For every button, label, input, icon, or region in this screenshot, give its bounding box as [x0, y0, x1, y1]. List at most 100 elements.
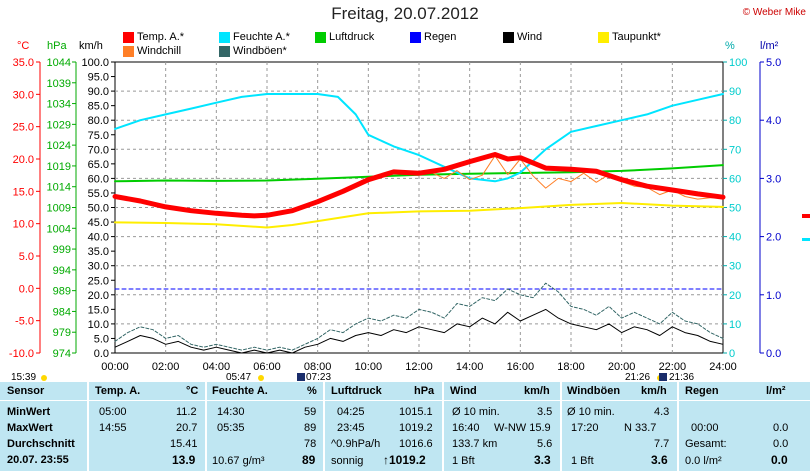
wind-tick-label: 55.0: [88, 188, 109, 200]
humidity-max-time: 05:35: [217, 422, 245, 434]
x-tick-label: 22:00: [659, 361, 687, 373]
legend-item: Feuchte A.*: [219, 31, 290, 43]
pressure-header: Luftdruck: [331, 385, 382, 397]
temp-tick-label: -10.0: [9, 348, 34, 360]
rain-current: 0.0: [771, 453, 788, 467]
humidity-tick-label: 90: [729, 86, 741, 98]
legend-label: Regen: [424, 31, 457, 43]
pressure-tick-label: 1004: [47, 223, 71, 235]
wind-tick-label: 80.0: [88, 115, 109, 127]
pressure-tick-label: 1009: [47, 203, 71, 215]
pressure-max-time: 23:45: [337, 422, 365, 434]
wind-tick-label: 95.0: [88, 72, 109, 84]
legend-item: Windchill: [123, 45, 181, 57]
legend-swatch: [219, 45, 230, 57]
humidity-edge-marker: [802, 238, 810, 241]
pressure-min-time: 04:25: [337, 406, 365, 418]
legend-swatch: [219, 31, 230, 43]
wind-tick-label: 20.0: [88, 290, 109, 302]
pressure-min: 1015.1: [399, 406, 433, 418]
pressure-avg: 1016.6: [399, 438, 433, 450]
humidity-unit: %: [307, 385, 317, 397]
x-tick-label: 00:00: [101, 361, 129, 373]
rain-header: Regen: [685, 385, 719, 397]
humidity-min: 59: [304, 406, 317, 418]
x-tick-label: 14:00: [456, 361, 484, 373]
legend-swatch: [410, 31, 421, 43]
pressure-tick-label: 1039: [47, 78, 71, 90]
moonrise-label: 07:23: [306, 372, 332, 383]
wind-max-time: 16:40: [452, 422, 480, 434]
wind-tick-label: 45.0: [88, 217, 109, 229]
x-tick-label: 08:00: [304, 361, 332, 373]
temp-tick-label: 15.0: [13, 186, 34, 198]
humidity-header: Feuchte A.: [212, 385, 268, 397]
legend-label: Luftdruck: [329, 31, 375, 43]
row-label-max: MaxWert: [7, 422, 53, 434]
temp-header: Temp. A.: [95, 385, 141, 397]
pressure-tick-label: 1019: [47, 161, 71, 173]
legend-label: Windchill: [137, 45, 182, 57]
wind-header: Wind: [450, 385, 477, 397]
legend-item: Temp. A.*: [123, 31, 184, 43]
humidity-current: 89: [302, 453, 316, 467]
humidity-tick-label: 100: [729, 57, 747, 69]
legend-label: Wind: [517, 31, 543, 43]
pressure-tick-label: 974: [53, 348, 71, 360]
pressure-tick-label: 1014: [47, 182, 71, 194]
humidity-max: 89: [304, 422, 317, 434]
temp-tick-label: -5.0: [15, 316, 34, 328]
legend-item: Taupunkt*: [598, 31, 661, 43]
temp-tick-label: 35.0: [13, 57, 34, 69]
rain-last: 0.0: [773, 422, 789, 434]
pressure-current: ↑1019.2: [383, 453, 426, 467]
wind-tick-label: 90.0: [88, 86, 109, 98]
temp-current: 13.9: [172, 453, 196, 467]
temp-min: 11.2: [176, 406, 197, 418]
x-tick-label: 18:00: [557, 361, 585, 373]
gusts-avg10: 4.3: [654, 406, 670, 418]
temp-tick-label: 20.0: [13, 154, 34, 166]
humidity-absolute: 10.67 g/m³: [212, 455, 265, 467]
gusts-header: Windböen: [567, 385, 621, 397]
pressure-tick-label: 1029: [47, 119, 71, 131]
humidity-tick-label: 20: [729, 290, 741, 302]
series-feuchte-a: [114, 93, 724, 183]
gusts-unit: km/h: [641, 385, 667, 397]
weather-chart: 00:00 02:00 04:00 06:00 08:00 10:00 12:00 14:00…: [9, 57, 810, 373]
sunrise-icon: [258, 375, 264, 381]
pressure-max: 1019.2: [399, 422, 433, 434]
wind-bft: 1 Bft: [452, 455, 475, 467]
legend-swatch: [598, 31, 609, 43]
humidity-tick-label: 80: [729, 115, 741, 127]
wind-tick-label: 10.0: [88, 319, 109, 331]
pressure-trend: ^0.9hPa/h: [331, 438, 381, 450]
weather-condition: sonnig: [331, 455, 364, 467]
legend-label: Taupunkt*: [612, 31, 661, 43]
wind-current: 3.3: [534, 453, 551, 467]
humidity-tick-label: 10: [729, 319, 741, 331]
humidity-min-time: 14:30: [217, 406, 245, 418]
x-tick-label: 16:00: [507, 361, 535, 373]
legend-swatch: [315, 31, 326, 43]
row-label-sensor: Sensor: [7, 385, 45, 397]
humidity-tick-label: 0: [729, 348, 735, 360]
humidity-tick-label: 30: [729, 261, 741, 273]
temp-unit: °C: [186, 385, 199, 397]
sun-icon: [41, 375, 47, 381]
rain-total: 0.0: [773, 438, 789, 450]
x-tick-label: 04:00: [203, 361, 231, 373]
wind-avg: 5.6: [537, 438, 553, 450]
temp-axis-unit: °C: [17, 40, 30, 52]
temp-tick-label: 0.0: [19, 283, 34, 295]
x-tick-label: 20:00: [608, 361, 636, 373]
wind-tick-label: 30.0: [88, 261, 109, 273]
pressure-tick-label: 989: [53, 286, 71, 298]
wind-tick-label: 40.0: [88, 232, 109, 244]
chart-grid: [114, 61, 724, 354]
moonset-label: 21:36: [669, 372, 695, 383]
rain-total-label: Gesamt:: [685, 438, 727, 450]
wind-unit: km/h: [524, 385, 550, 397]
series-taupunkt: [114, 202, 724, 229]
rain-axis-unit: l/m²: [760, 40, 779, 52]
